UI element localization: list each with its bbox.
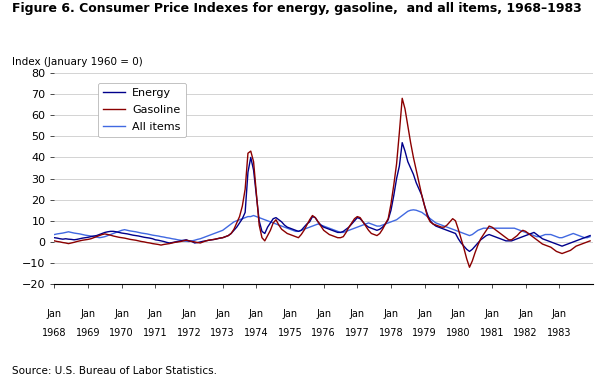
Text: Jan: Jan: [283, 309, 298, 319]
Energy: [399, 140, 406, 145]
All items: [270, 220, 277, 225]
Line: All items: All items: [54, 210, 590, 242]
Text: Index (January 1960 = 0): Index (January 1960 = 0): [12, 57, 143, 67]
Text: 1981: 1981: [480, 328, 504, 338]
Gasoline: [387, 202, 394, 206]
Text: 1977: 1977: [345, 328, 370, 338]
Text: Jan: Jan: [47, 309, 62, 319]
All items: [116, 229, 123, 233]
Text: Jan: Jan: [316, 309, 332, 319]
Text: 1970: 1970: [110, 328, 134, 338]
Text: Figure 6. Consumer Price Indexes for energy, gasoline,  and all items, 1968–1983: Figure 6. Consumer Price Indexes for ene…: [12, 2, 582, 15]
Text: Jan: Jan: [485, 309, 500, 319]
Text: 1969: 1969: [76, 328, 100, 338]
Text: 1978: 1978: [379, 328, 404, 338]
Energy: [116, 230, 123, 235]
Energy: [356, 217, 364, 221]
Text: 1979: 1979: [413, 328, 437, 338]
Line: Gasoline: Gasoline: [54, 98, 590, 267]
Text: 1974: 1974: [244, 328, 269, 338]
Text: Jan: Jan: [451, 309, 466, 319]
Energy: [272, 215, 280, 220]
Energy: [267, 220, 274, 225]
All items: [586, 234, 594, 239]
All items: [390, 218, 397, 223]
Gasoline: [116, 235, 123, 240]
Text: 1983: 1983: [547, 328, 572, 338]
Text: 1976: 1976: [312, 328, 336, 338]
All items: [51, 232, 58, 237]
Gasoline: [272, 217, 280, 222]
Text: Jan: Jan: [249, 309, 264, 319]
Gasoline: [267, 228, 274, 233]
Energy: [387, 208, 394, 213]
Gasoline: [320, 228, 327, 233]
Legend: Energy, Gasoline, All items: Energy, Gasoline, All items: [97, 83, 186, 137]
Line: Energy: Energy: [54, 142, 590, 252]
Gasoline: [586, 238, 594, 243]
Text: Jan: Jan: [148, 309, 163, 319]
Text: Jan: Jan: [417, 309, 432, 319]
All items: [323, 225, 330, 230]
All items: [359, 223, 367, 227]
Text: Jan: Jan: [114, 309, 129, 319]
Gasoline: [399, 96, 406, 101]
Text: Jan: Jan: [552, 309, 567, 319]
Gasoline: [51, 238, 58, 243]
Text: Jan: Jan: [80, 309, 96, 319]
Energy: [466, 249, 473, 254]
Text: Jan: Jan: [518, 309, 533, 319]
Energy: [586, 233, 594, 238]
Text: Jan: Jan: [384, 309, 399, 319]
Text: 1971: 1971: [143, 328, 168, 338]
Text: 1973: 1973: [211, 328, 235, 338]
Energy: [320, 225, 327, 230]
Energy: [51, 235, 58, 240]
Text: Jan: Jan: [350, 309, 365, 319]
Text: Jan: Jan: [182, 309, 197, 319]
Text: 1982: 1982: [513, 328, 538, 338]
Text: 1972: 1972: [177, 328, 201, 338]
Gasoline: [356, 215, 364, 220]
Gasoline: [466, 265, 473, 270]
All items: [275, 223, 283, 227]
Text: Source: U.S. Bureau of Labor Statistics.: Source: U.S. Bureau of Labor Statistics.: [12, 366, 217, 376]
Text: 1968: 1968: [42, 328, 67, 338]
Text: Jan: Jan: [215, 309, 231, 319]
Text: 1975: 1975: [278, 328, 302, 338]
All items: [410, 207, 417, 212]
Text: 1980: 1980: [446, 328, 471, 338]
All items: [185, 239, 192, 244]
